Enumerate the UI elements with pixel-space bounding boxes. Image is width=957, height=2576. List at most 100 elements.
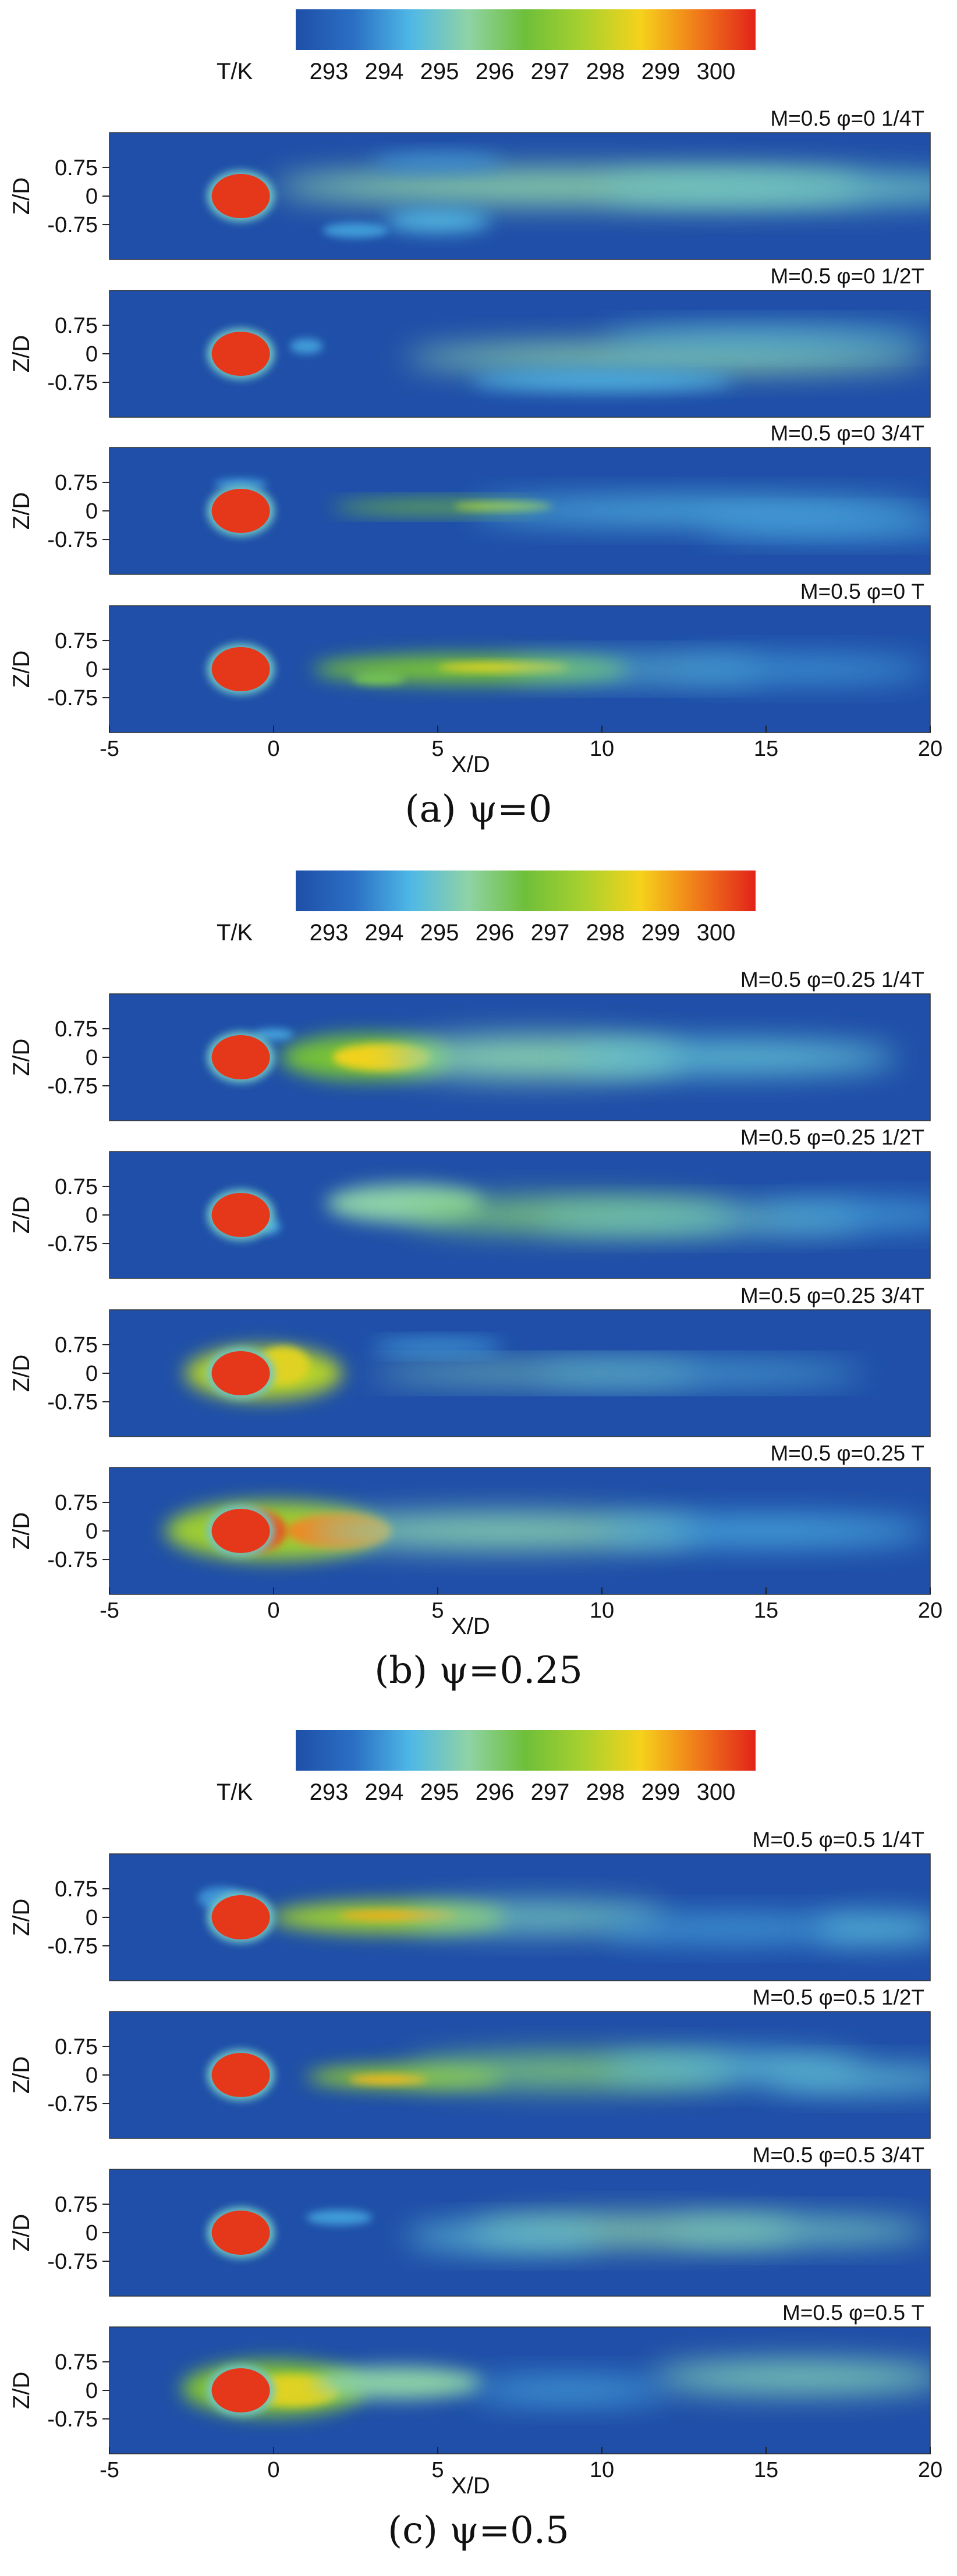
y-axis-label: Z/D: [9, 1039, 34, 1076]
colorbar-tick-label: 295: [420, 920, 459, 946]
y-tick-label: 0.75: [55, 1017, 98, 1042]
y-tick-label: -0.75: [47, 1390, 98, 1415]
y-tick-label: -0.75: [47, 2250, 98, 2274]
temperature-plume: [372, 1341, 504, 1353]
panel-label: M=0.5 φ=0.5 3/4T: [753, 2143, 925, 2167]
x-tick-label: 20: [918, 2458, 942, 2482]
temperature-plume: [766, 2067, 930, 2091]
temperature-plume: [569, 1042, 898, 1073]
temperature-plume: [470, 371, 733, 390]
figure-caption-group: (b) ψ=0.25: [374, 1649, 583, 1692]
y-tick-label: 0.75: [55, 2035, 98, 2059]
y-axis-label: Z/D: [9, 335, 34, 372]
x-tick-label: -5: [100, 2458, 119, 2482]
y-tick-label: 0: [86, 1046, 98, 1070]
colorbar-tick-label: 295: [420, 1779, 459, 1805]
colorbar-tick-label: 296: [476, 920, 515, 946]
contour-panel: M=0.5 φ=0.25 1/2T 0.75 0 -0.75 Z/D: [9, 1125, 931, 1279]
y-tick-label: -0.75: [47, 1074, 98, 1099]
colorbar-tick-label: 300: [697, 59, 736, 84]
colorbar-tick-label: 298: [586, 59, 625, 84]
panel-label: M=0.5 φ=0.25 1/4T: [740, 968, 924, 992]
y-axis-label: Z/D: [9, 1355, 34, 1392]
x-tick-label: 15: [754, 1598, 778, 1623]
temperature-plume: [349, 2075, 428, 2084]
x-tick-label: 15: [754, 737, 778, 761]
x-tick-label: -5: [100, 1598, 119, 1623]
y-tick-label: -0.75: [47, 1934, 98, 1959]
temperature-plume: [536, 1365, 865, 1381]
figure-caption-group: (c) ψ=0.5: [388, 2509, 569, 2552]
y-tick-label: 0.75: [55, 1175, 98, 1199]
colorbar-tick-label: 298: [586, 1779, 625, 1805]
panel-label: M=0.5 φ=0.5 1/2T: [753, 1985, 925, 2009]
colorbar-tick-label: 297: [531, 920, 570, 946]
y-tick-label: -0.75: [47, 686, 98, 710]
contour-panel: M=0.5 φ=0.25 3/4T 0.75 0 -0.75 Z/D: [9, 1284, 931, 1437]
temperature-plume: [766, 1203, 930, 1227]
y-axis-label: Z/D: [9, 177, 34, 215]
y-axis-label: Z/D: [9, 2056, 34, 2094]
jet-core: [211, 1351, 270, 1395]
temperature-plume: [290, 338, 323, 354]
y-tick-label: 0: [86, 184, 98, 209]
y-tick-label: 0.75: [55, 1333, 98, 1358]
colorbar: T/K 293 294 295 296 297 298 299 300: [217, 1730, 756, 1805]
figure-group-3: T/K 293 294 295 296 297 298 299 300 M=0.5 φ=0.5 1…: [9, 1730, 942, 2552]
y-tick-label: -0.75: [47, 2407, 98, 2432]
y-tick-label: 0.75: [55, 471, 98, 495]
temperature-plume: [470, 2379, 668, 2402]
colorbar-tick-label: 297: [531, 59, 570, 84]
jet-core: [211, 1895, 270, 1939]
y-tick-label: 0.75: [55, 629, 98, 653]
y-tick-label: 0.75: [55, 2350, 98, 2375]
x-tick-label: 10: [590, 737, 614, 761]
figure-caption: (a) ψ=0: [405, 788, 552, 831]
x-tick-label: 15: [754, 2458, 778, 2482]
jet-core: [211, 2211, 270, 2255]
colorbar-gradient: [296, 1730, 756, 1771]
colorbar-tick-label: 299: [641, 920, 680, 946]
panel-label: M=0.5 φ=0 1/2T: [770, 264, 924, 288]
x-tick-label: 20: [918, 737, 942, 761]
x-tick-label: -5: [100, 737, 119, 761]
jet-core: [211, 1193, 270, 1237]
y-tick-label: -0.75: [47, 1232, 98, 1256]
contour-panel: M=0.5 φ=0 1/4T 0.75 0 -0.75 Z/D: [9, 106, 931, 260]
panel-label: M=0.5 φ=0.25 1/2T: [740, 1125, 924, 1149]
panel-label: M=0.5 φ=0 T: [800, 580, 924, 603]
panel-label: M=0.5 φ=0 3/4T: [770, 421, 924, 445]
temperature-plume: [352, 673, 405, 685]
temperature-plume: [385, 210, 491, 232]
contour-panel: M=0.5 φ=0.25 T 0.75 0 -0.75 Z/D: [9, 1441, 931, 1595]
y-tick-label: 0: [86, 2063, 98, 2088]
temperature-plume: [602, 1518, 930, 1544]
x-tick-label: 0: [267, 1598, 279, 1623]
jet-core: [211, 2368, 270, 2412]
jet-core: [211, 647, 270, 691]
temperature-plume: [602, 1917, 865, 1941]
colorbar-label: T/K: [217, 920, 253, 946]
temperature-plume: [313, 2367, 484, 2399]
temperature-plume: [700, 516, 930, 536]
y-tick-label: 0: [86, 658, 98, 682]
contour-panel: M=0.5 φ=0.25 1/4T 0.75 0 -0.75 Z/D: [9, 968, 931, 1121]
temperature-plume: [254, 1028, 293, 1040]
y-tick-label: 0: [86, 499, 98, 524]
panel-label: M=0.5 φ=0.25 3/4T: [740, 1284, 924, 1307]
y-tick-label: 0: [86, 1519, 98, 1544]
temperature-plume: [405, 2225, 602, 2248]
panel-label: M=0.5 φ=0 1/4T: [770, 106, 924, 130]
x-axis-label: X/D: [451, 752, 490, 777]
y-axis-label: Z/D: [9, 2372, 34, 2409]
temperature-plume: [602, 173, 930, 204]
x-tick-label: 10: [590, 1598, 614, 1623]
jet-core: [211, 489, 270, 533]
y-tick-label: 0: [86, 1362, 98, 1386]
temperature-plume: [322, 222, 389, 238]
jet-core: [211, 332, 270, 376]
y-tick-label: 0.75: [55, 314, 98, 338]
temperature-plume: [214, 478, 267, 491]
figure-caption: (c) ψ=0.5: [388, 2509, 569, 2552]
